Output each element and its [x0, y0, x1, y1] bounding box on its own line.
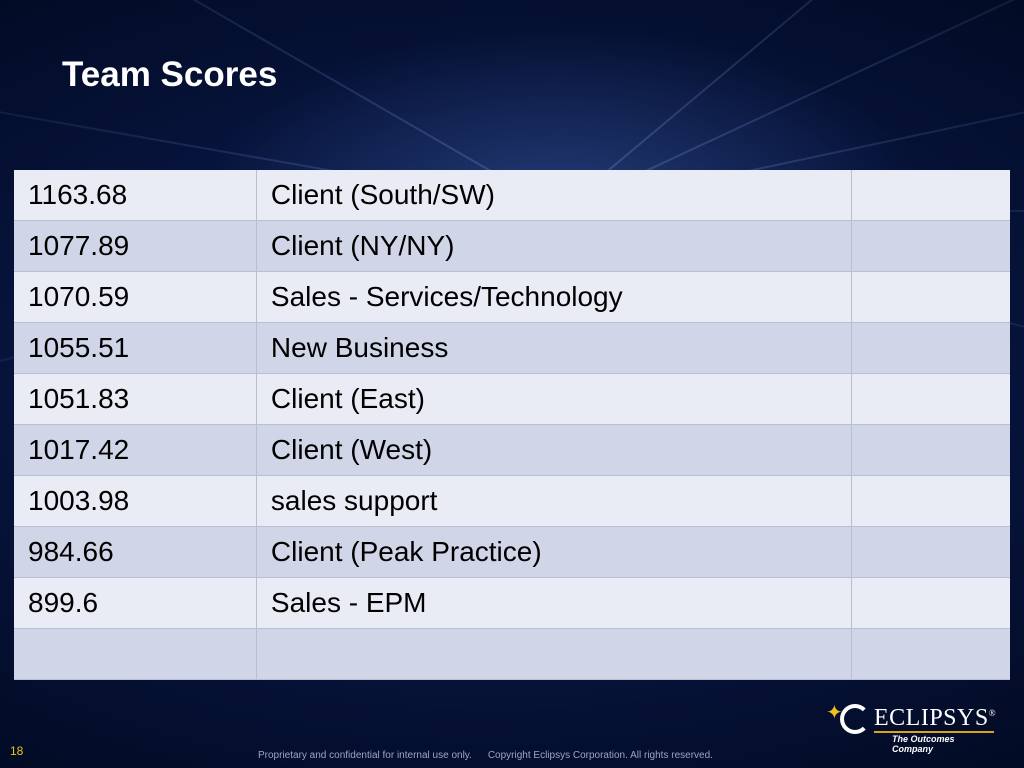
empty-cell: [851, 322, 1010, 374]
score-cell: 1003.98: [14, 475, 257, 527]
table-row: [14, 628, 1010, 680]
slide-title: Team Scores: [62, 55, 278, 94]
score-cell: 1055.51: [14, 322, 257, 374]
team-scores-table: 1163.68 Client (South/SW) 1077.89 Client…: [14, 170, 1010, 680]
footer-copyright: Copyright Eclipsys Corporation. All righ…: [487, 750, 713, 761]
team-cell: Client (West): [256, 424, 853, 476]
empty-cell: [851, 373, 1010, 425]
table-row: 1003.98 sales support: [14, 475, 1010, 527]
table-row: 1070.59 Sales - Services/Technology: [14, 271, 1010, 323]
page-number: 18: [10, 744, 24, 758]
score-cell: 899.6: [14, 577, 257, 629]
team-cell: sales support: [256, 475, 853, 527]
score-cell: 1163.68: [14, 170, 257, 221]
empty-cell: [851, 577, 1010, 629]
eclipsys-logo: ✦ ECLIPSYS® The Outcomes Company: [826, 700, 998, 754]
table-row: 1017.42 Client (West): [14, 424, 1010, 476]
empty-cell: [851, 475, 1010, 527]
empty-cell: [851, 526, 1010, 578]
team-cell: Client (NY/NY): [256, 220, 853, 272]
star-icon: ✦: [826, 702, 843, 724]
team-cell: Client (South/SW): [256, 170, 853, 221]
logo-tagline: The Outcomes Company: [892, 734, 955, 754]
empty-cell: [851, 628, 1010, 680]
score-cell: [14, 628, 257, 680]
table-row: 1163.68 Client (South/SW): [14, 170, 1010, 221]
table-row: 984.66 Client (Peak Practice): [14, 526, 1010, 578]
empty-cell: [851, 220, 1010, 272]
score-cell: 1051.83: [14, 373, 257, 425]
table-row: 1055.51 New Business: [14, 322, 1010, 374]
eclipse-mark-icon: [840, 704, 870, 734]
score-cell: 1070.59: [14, 271, 257, 323]
team-cell: [256, 628, 853, 680]
logo-divider: [874, 731, 994, 733]
team-cell: Sales - EPM: [256, 577, 853, 629]
table-row: 1051.83 Client (East): [14, 373, 1010, 425]
table-row: 1077.89 Client (NY/NY): [14, 220, 1010, 272]
logo-name: ECLIPSYS®: [874, 705, 997, 731]
team-cell: Sales - Services/Technology: [256, 271, 853, 323]
team-cell: Client (Peak Practice): [256, 526, 853, 578]
empty-cell: [851, 424, 1010, 476]
table-row: 899.6 Sales - EPM: [14, 577, 1010, 629]
team-cell: New Business: [256, 322, 853, 374]
score-cell: 984.66: [14, 526, 257, 578]
score-cell: 1077.89: [14, 220, 257, 272]
empty-cell: [851, 170, 1010, 221]
footer: Proprietary and confidential for interna…: [258, 750, 713, 761]
footer-confidential: Proprietary and confidential for interna…: [258, 750, 472, 761]
empty-cell: [851, 271, 1010, 323]
score-cell: 1017.42: [14, 424, 257, 476]
team-cell: Client (East): [256, 373, 853, 425]
